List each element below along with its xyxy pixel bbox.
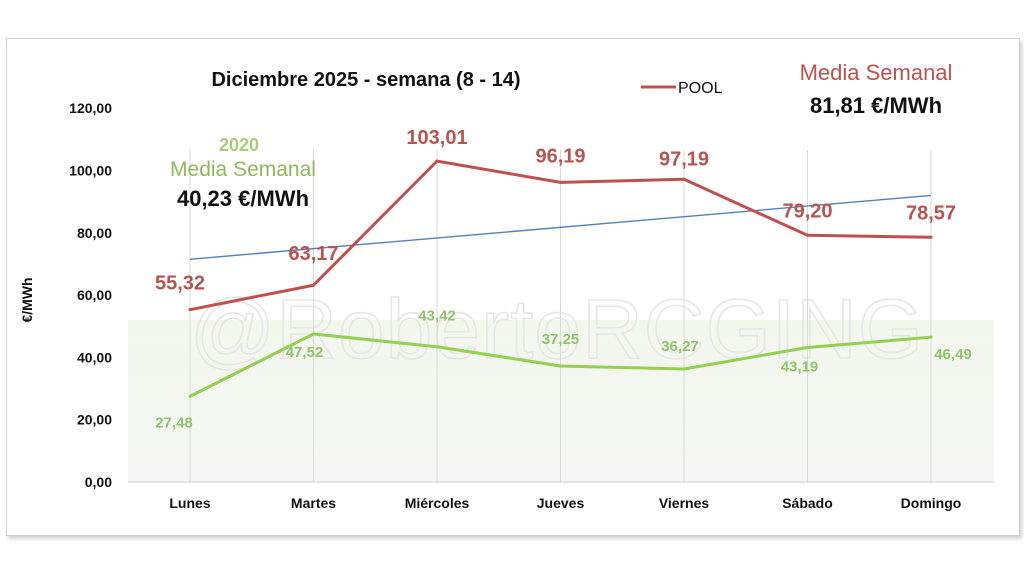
pool-data-label: 79,20 — [782, 200, 832, 222]
trend-line — [189, 194, 932, 260]
pool-average-value: 81,81 €/MWh — [810, 93, 942, 118]
reference-point — [559, 364, 562, 368]
pool-data-label: 97,19 — [659, 148, 709, 170]
x-tick-label: Domingo — [901, 495, 962, 511]
reference-data-label: 47,52 — [286, 344, 324, 361]
reference-average-title: Media Semanal — [170, 158, 316, 181]
y-tick-label: 80,00 — [77, 225, 112, 241]
reference-point — [682, 367, 686, 371]
x-tick-label: Sábado — [782, 495, 833, 511]
reference-year: 2020 — [219, 135, 259, 155]
x-tick-label: Viernes — [659, 495, 710, 511]
pool-data-label: 103,01 — [406, 127, 467, 149]
y-tick-label: 0,00 — [85, 474, 112, 490]
pool-data-label: 63,17 — [288, 243, 338, 265]
reference-data-label: 37,25 — [542, 331, 580, 348]
y-tick-label: 100,00 — [69, 163, 112, 179]
pool-data-label: 55,32 — [155, 273, 205, 295]
y-tick-label: 20,00 — [77, 412, 112, 428]
reference-data-label: 43,42 — [418, 308, 456, 325]
pool-point — [682, 177, 686, 181]
pool-data-label: 78,57 — [906, 202, 956, 224]
category-guides — [189, 150, 932, 482]
pool-average-title: Media Semanal — [800, 60, 953, 85]
reference-data-label: 46,49 — [934, 346, 972, 363]
reference-data-label: 43,19 — [781, 358, 819, 375]
x-tick-label: Jueves — [537, 495, 585, 511]
reference-point — [188, 394, 192, 398]
legend-pool-label: POOL — [678, 80, 723, 97]
x-axis-ticks: Lunes Martes Miércoles Jueves Viernes Sábado D… — [169, 495, 961, 511]
pool-point — [929, 235, 933, 239]
data-labels: 55,32 63,17 103,01 96,19 97,19 79,20 78,57 27,4… — [155, 127, 972, 431]
pool-point — [559, 180, 562, 184]
x-tick-label: Miércoles — [405, 495, 470, 511]
reference-data-label: 27,48 — [155, 414, 193, 431]
pool-point — [806, 233, 809, 237]
y-axis-label: €/MWh — [19, 277, 35, 322]
y-tick-label: 40,00 — [77, 349, 112, 365]
reference-point — [312, 332, 315, 336]
reference-point — [435, 345, 439, 349]
y-tick-label: 60,00 — [77, 287, 112, 303]
x-tick-label: Lunes — [169, 495, 210, 511]
y-tick-label: 120,00 — [69, 100, 112, 116]
pool-point — [312, 283, 315, 287]
reference-point — [806, 345, 809, 349]
pool-point — [435, 159, 439, 163]
reference-average-value: 40,23 €/MWh — [177, 186, 309, 211]
watermark: @RobertoRCGING — [190, 282, 924, 376]
reference-data-label: 36,27 — [661, 338, 699, 355]
reference-point — [929, 335, 933, 339]
y-axis-ticks: 0,00 20,00 40,00 60,00 80,00 100,00 120,00 — [69, 100, 112, 490]
chart-title: Diciembre 2025 - semana (8 - 14) — [211, 69, 520, 91]
x-tick-label: Martes — [291, 495, 336, 511]
series-layer — [188, 159, 933, 398]
pool-point — [188, 308, 192, 312]
pool-data-label: 96,19 — [535, 145, 585, 167]
